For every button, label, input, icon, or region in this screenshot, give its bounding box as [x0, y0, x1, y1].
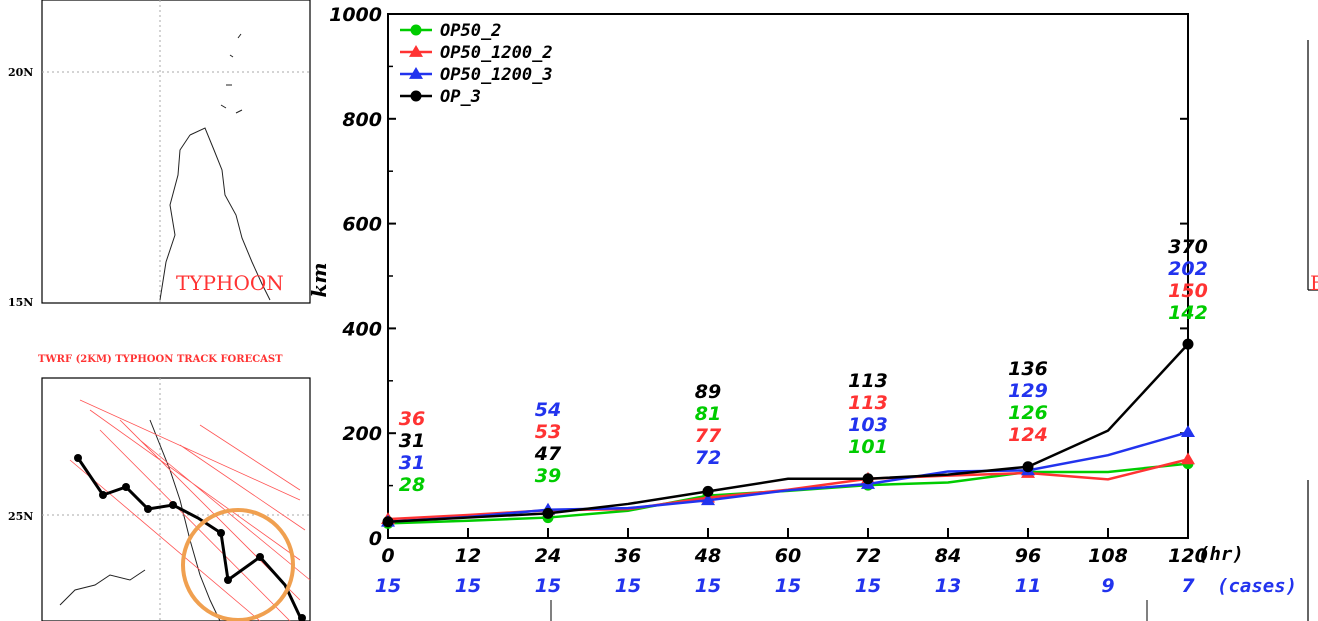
coastline-shape — [159, 127, 271, 301]
value-annotation: 72 — [695, 447, 721, 469]
case-count-label: 15 — [375, 575, 401, 597]
case-count-label: 13 — [935, 575, 961, 597]
value-annotation: 150 — [1168, 280, 1208, 302]
value-annotation: 142 — [1168, 302, 1208, 324]
value-annotation: 54 — [535, 399, 561, 421]
case-count-label: 7 — [1181, 575, 1195, 597]
x-tick-label: 120 — [1168, 545, 1208, 567]
case-count-label: 15 — [695, 575, 721, 597]
right-panel-label: E — [1310, 271, 1318, 295]
case-count-label: 15 — [535, 575, 561, 597]
cases-label: (cases) — [1217, 575, 1297, 597]
legend-marker — [409, 67, 423, 79]
value-annotation: 36 — [399, 408, 425, 430]
typhoon-panel-label: TYPHOON — [176, 271, 284, 295]
series-group-op_3 — [382, 338, 1194, 528]
data-point-marker — [702, 485, 714, 497]
case-count-label: 15 — [615, 575, 641, 597]
x-tick-label: 60 — [775, 545, 801, 567]
x-tick-label: 0 — [381, 545, 394, 567]
right-map-fragment: E — [550, 40, 1318, 621]
data-point-marker — [1022, 461, 1034, 473]
x-axis-label: (hr) — [1198, 543, 1244, 565]
series-lines — [381, 338, 1195, 529]
x-tick-label: 24 — [535, 545, 561, 567]
legend-marker — [410, 90, 422, 102]
y-tick-label: 200 — [342, 423, 382, 445]
data-point-marker — [862, 473, 874, 485]
left-top-map-panel: 20N 15N TYPHOON — [8, 0, 311, 309]
y-axis-label: km — [307, 262, 331, 297]
value-annotation: 47 — [534, 443, 562, 465]
value-annotation: 81 — [695, 403, 721, 425]
lat-label-25n: 25N — [8, 510, 33, 523]
lat-label-15n: 15N — [8, 296, 33, 309]
lat-label-20n: 20N — [8, 66, 33, 79]
value-annotation: 77 — [695, 425, 722, 447]
data-point-marker — [382, 516, 394, 528]
x-tick-label: 96 — [1015, 545, 1041, 567]
case-count-label: 15 — [775, 575, 801, 597]
series-line — [387, 343, 1189, 524]
x-tick-label: 48 — [694, 545, 721, 567]
data-point-marker — [1181, 452, 1195, 465]
y-tick-label: 0 — [369, 528, 382, 550]
series-line — [387, 430, 1189, 524]
case-count-label: 15 — [855, 575, 881, 597]
data-point-marker — [1182, 338, 1194, 350]
highlight-circle — [181, 508, 295, 621]
track-forecast-title: TWRF (2KM) TYPHOON TRACK FORECAST — [38, 354, 283, 365]
left-bottom-map-panel: TWRF (2KM) TYPHOON TRACK FORECAST 25N — [8, 354, 311, 621]
value-annotation: 103 — [848, 414, 888, 436]
x-tick-label: 108 — [1088, 545, 1128, 567]
y-tick-label: 600 — [342, 214, 382, 236]
value-annotation: 28 — [399, 474, 425, 496]
x-axis: 0 12 24 36 48 60 72 84 96 108 120 — [381, 528, 1208, 567]
value-annotation: 89 — [695, 381, 721, 403]
x-tick-label: 36 — [615, 545, 641, 567]
x-tick-label: 84 — [935, 545, 961, 567]
value-annotation: 129 — [1008, 380, 1048, 402]
value-annotation: 113 — [848, 370, 888, 392]
case-count-label: 9 — [1101, 575, 1114, 597]
value-annotation: 370 — [1168, 236, 1208, 258]
value-annotation: 126 — [1008, 402, 1048, 424]
value-annotation: 31 — [399, 452, 425, 474]
value-annotation: 31 — [399, 430, 425, 452]
legend-label: OP50_1200_3 — [440, 65, 553, 85]
y-tick-label: 400 — [341, 318, 382, 340]
y-tick-label: 800 — [342, 109, 382, 131]
data-point-marker — [1181, 425, 1195, 438]
y-tick-label: 1000 — [329, 4, 382, 26]
legend-marker — [409, 45, 423, 57]
cases-row: 15 15 15 15 15 15 15 13 11 9 7 — [375, 575, 1196, 597]
value-annotations: 3631312854534739898177721131131031011361… — [399, 236, 1208, 496]
data-point-marker — [701, 493, 715, 506]
x-tick-label: 12 — [455, 545, 481, 567]
legend-label: OP_3 — [440, 87, 481, 107]
legend-label: OP50_2 — [440, 21, 501, 41]
data-point-marker — [542, 507, 554, 519]
value-annotation: 136 — [1008, 358, 1048, 380]
legend-marker — [410, 24, 422, 36]
legend-label: OP50_1200_2 — [440, 43, 553, 63]
case-count-label: 15 — [455, 575, 481, 597]
value-annotation: 202 — [1168, 258, 1208, 280]
x-tick-label: 72 — [855, 545, 881, 567]
value-annotation: 113 — [848, 392, 888, 414]
value-annotation: 53 — [535, 421, 561, 443]
value-annotation: 101 — [848, 436, 888, 458]
value-annotation: 124 — [1008, 424, 1048, 446]
y-axis: 0 200 400 600 800 1000 — [329, 4, 1188, 550]
value-annotation: 39 — [535, 465, 561, 487]
best-track-line — [76, 457, 304, 621]
plot-area — [387, 13, 1189, 539]
case-count-label: 11 — [1015, 575, 1041, 597]
